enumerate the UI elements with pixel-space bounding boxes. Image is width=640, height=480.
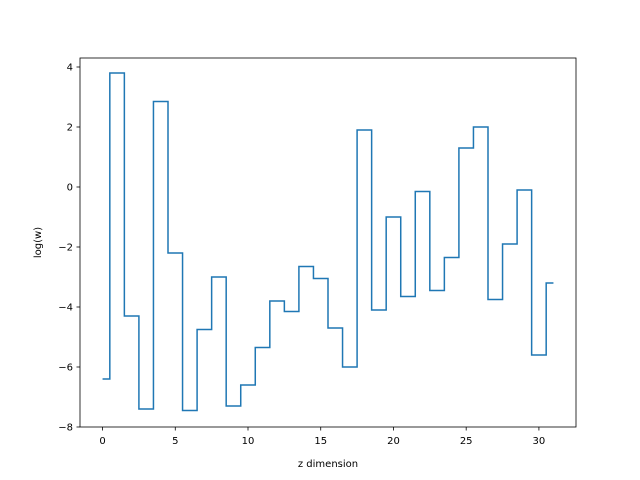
axes-frame (79, 57, 577, 428)
plot-area (80, 58, 576, 427)
x-tick-label: 0 (99, 436, 105, 447)
y-tick-label: −4 (58, 303, 73, 314)
x-tick-label: 25 (460, 436, 473, 447)
x-tick-label: 30 (533, 436, 546, 447)
y-tick-label: 2 (67, 123, 73, 134)
x-axis-label: z dimension (298, 459, 358, 470)
x-axis: 0 5 10 15 20 25 30 (99, 427, 545, 447)
x-tick-label: 5 (172, 436, 178, 447)
x-tick-label: 10 (242, 436, 255, 447)
y-tick-label: 4 (67, 63, 73, 74)
y-tick-label: −6 (58, 363, 73, 374)
y-tick-label: −2 (58, 243, 73, 254)
y-axis-label: log(w) (33, 227, 44, 258)
x-tick-label: 20 (387, 436, 400, 447)
data-line (102, 72, 554, 412)
x-tick-label: 15 (314, 436, 327, 447)
y-tick-label: 0 (67, 183, 73, 194)
y-axis: −8 −6 −4 −2 0 2 4 (58, 63, 80, 434)
y-tick-label: −8 (58, 423, 73, 434)
